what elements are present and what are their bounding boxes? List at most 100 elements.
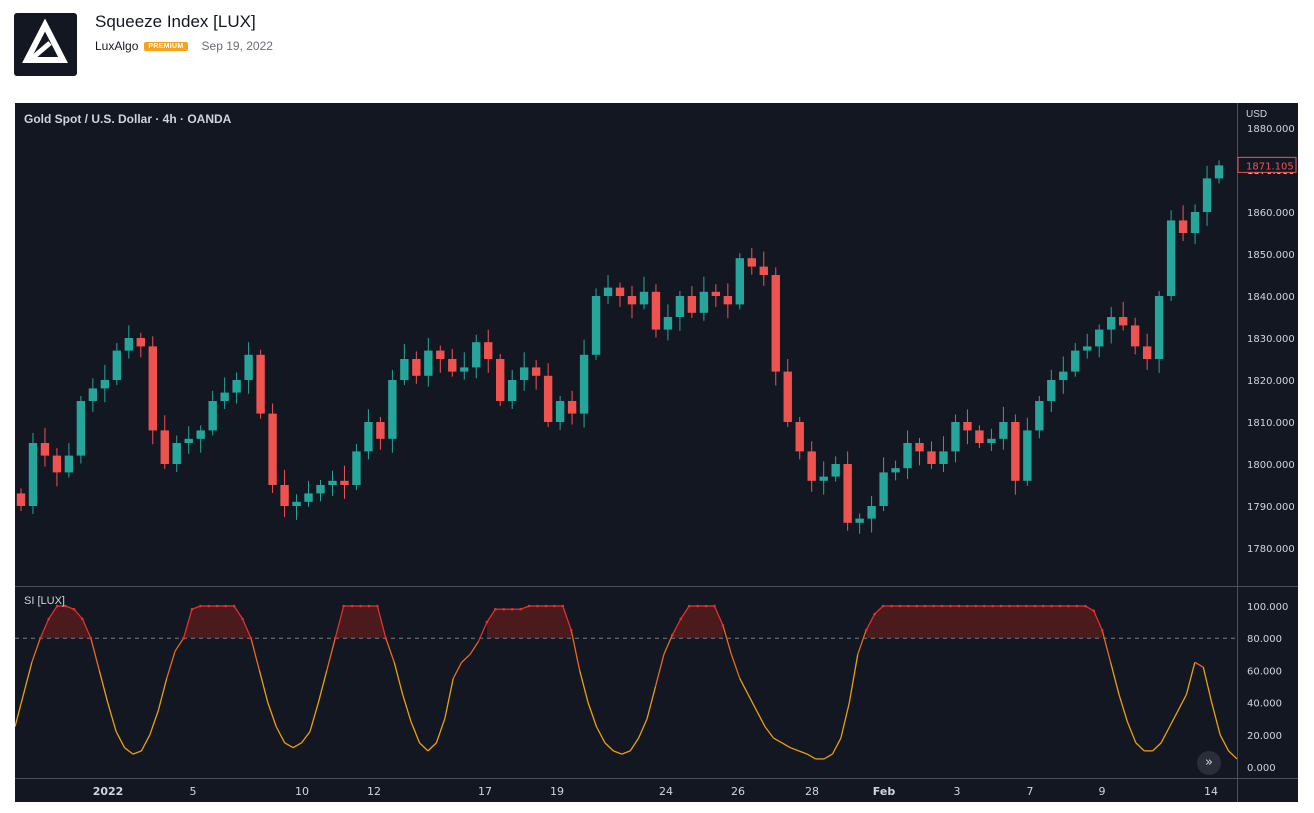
si-dot <box>215 604 219 608</box>
chart-container[interactable]: 1780.000 1790.000 1800.000 1810.000 1820.000… <box>14 103 1298 802</box>
candle-body <box>364 422 373 452</box>
si-line-segment <box>613 750 623 755</box>
candle-body <box>1178 220 1188 233</box>
si-dot <box>64 604 67 608</box>
candle-body <box>172 443 181 464</box>
author-name[interactable]: LuxAlgo <box>95 39 139 53</box>
candle-body <box>675 296 685 317</box>
price-tick-label: 1800.000 <box>1247 460 1295 471</box>
si-line-segment <box>250 638 261 671</box>
candle-body <box>232 380 241 393</box>
candle-body <box>1059 371 1068 380</box>
candle-body <box>711 291 721 296</box>
chart-canvas[interactable]: 1780.0001790.0001800.0001810.0001820.000… <box>14 103 1298 802</box>
candle-body <box>196 430 205 439</box>
squeeze-zone <box>672 606 723 639</box>
si-dot <box>873 612 876 616</box>
candle-body <box>987 438 996 443</box>
si-line-segment <box>857 629 867 655</box>
si-dot <box>333 636 337 640</box>
si-line-segment <box>747 694 758 711</box>
candle-body <box>448 359 457 372</box>
si-line-segment <box>309 702 320 732</box>
si-line-segment <box>671 618 682 636</box>
candle-body <box>376 422 385 439</box>
candle-body <box>484 342 493 359</box>
candle-body <box>591 296 601 355</box>
si-line-segment <box>874 605 884 615</box>
candle-body <box>112 350 122 380</box>
candle-body <box>579 354 589 414</box>
luxalgo-logo-icon[interactable] <box>14 13 77 76</box>
si-line-segment <box>393 662 404 695</box>
currency-label: USD <box>1246 109 1268 120</box>
si-dot <box>527 604 531 608</box>
last-price-label: 1871.105 <box>1246 161 1294 172</box>
candle-body <box>1071 350 1080 372</box>
si-line-segment <box>629 737 640 752</box>
si-line-segment <box>275 726 286 744</box>
candle-body <box>963 422 972 431</box>
candle-body <box>975 430 984 443</box>
fast-forward-icon[interactable]: » <box>1197 751 1221 775</box>
candle-body <box>1035 401 1044 431</box>
candle-body <box>1202 178 1212 212</box>
si-line-segment <box>427 742 437 752</box>
candle-body <box>436 350 445 359</box>
si-line-segment <box>469 641 480 655</box>
squeeze-zone <box>866 606 1103 639</box>
si-line-segment <box>831 737 842 755</box>
si-dot <box>249 636 253 640</box>
candle-body <box>543 375 553 422</box>
candle-body <box>783 371 792 422</box>
si-dot <box>1050 604 1053 608</box>
time-tick-label: 26 <box>731 785 745 798</box>
candle-body <box>88 388 98 401</box>
si-dot <box>1033 604 1037 608</box>
candle-body <box>220 392 229 401</box>
si-dot <box>376 604 379 608</box>
candle-body <box>52 455 62 473</box>
si-tick-label: 20.000 <box>1247 731 1282 742</box>
si-line-segment <box>317 670 328 703</box>
candle-body <box>867 506 876 519</box>
last-price-tag <box>1237 156 1297 173</box>
candle-body <box>1095 329 1104 347</box>
squeeze-zone <box>183 606 251 639</box>
si-dot <box>224 604 227 608</box>
candle-body <box>1107 317 1116 330</box>
candle-body <box>927 451 936 464</box>
si-dot <box>384 636 388 640</box>
candle-body <box>352 451 361 485</box>
candle-body <box>651 291 661 330</box>
si-dot <box>721 624 725 627</box>
time-tick-label: 14 <box>1204 785 1218 798</box>
candle-body <box>496 359 505 401</box>
si-line-segment <box>848 654 859 703</box>
squeeze-zone <box>40 606 91 639</box>
si-dot <box>1067 604 1070 608</box>
si-dot <box>1041 604 1045 608</box>
candle-body <box>879 472 888 506</box>
si-dot <box>502 607 506 611</box>
si-line-segment <box>124 747 134 755</box>
candle-body <box>627 296 637 305</box>
squeeze-zone <box>335 606 386 639</box>
si-dot <box>199 604 202 608</box>
candle-body <box>340 480 349 485</box>
si-line-segment <box>604 742 614 752</box>
si-line-segment <box>241 618 252 639</box>
si-line-segment <box>452 662 463 679</box>
si-line-segment <box>1109 662 1120 695</box>
time-tick-label: 9 <box>1099 785 1106 798</box>
candle-body <box>388 380 397 439</box>
si-line-segment <box>663 634 673 655</box>
candle-body <box>687 296 697 313</box>
script-title[interactable]: Squeeze Index [LUX] <box>95 12 256 31</box>
candle-body <box>208 401 217 431</box>
si-line-segment <box>149 710 159 736</box>
si-line-segment <box>31 637 41 663</box>
candle-body <box>100 380 110 389</box>
si-line-segment <box>1194 661 1204 668</box>
candle-body <box>507 380 517 401</box>
